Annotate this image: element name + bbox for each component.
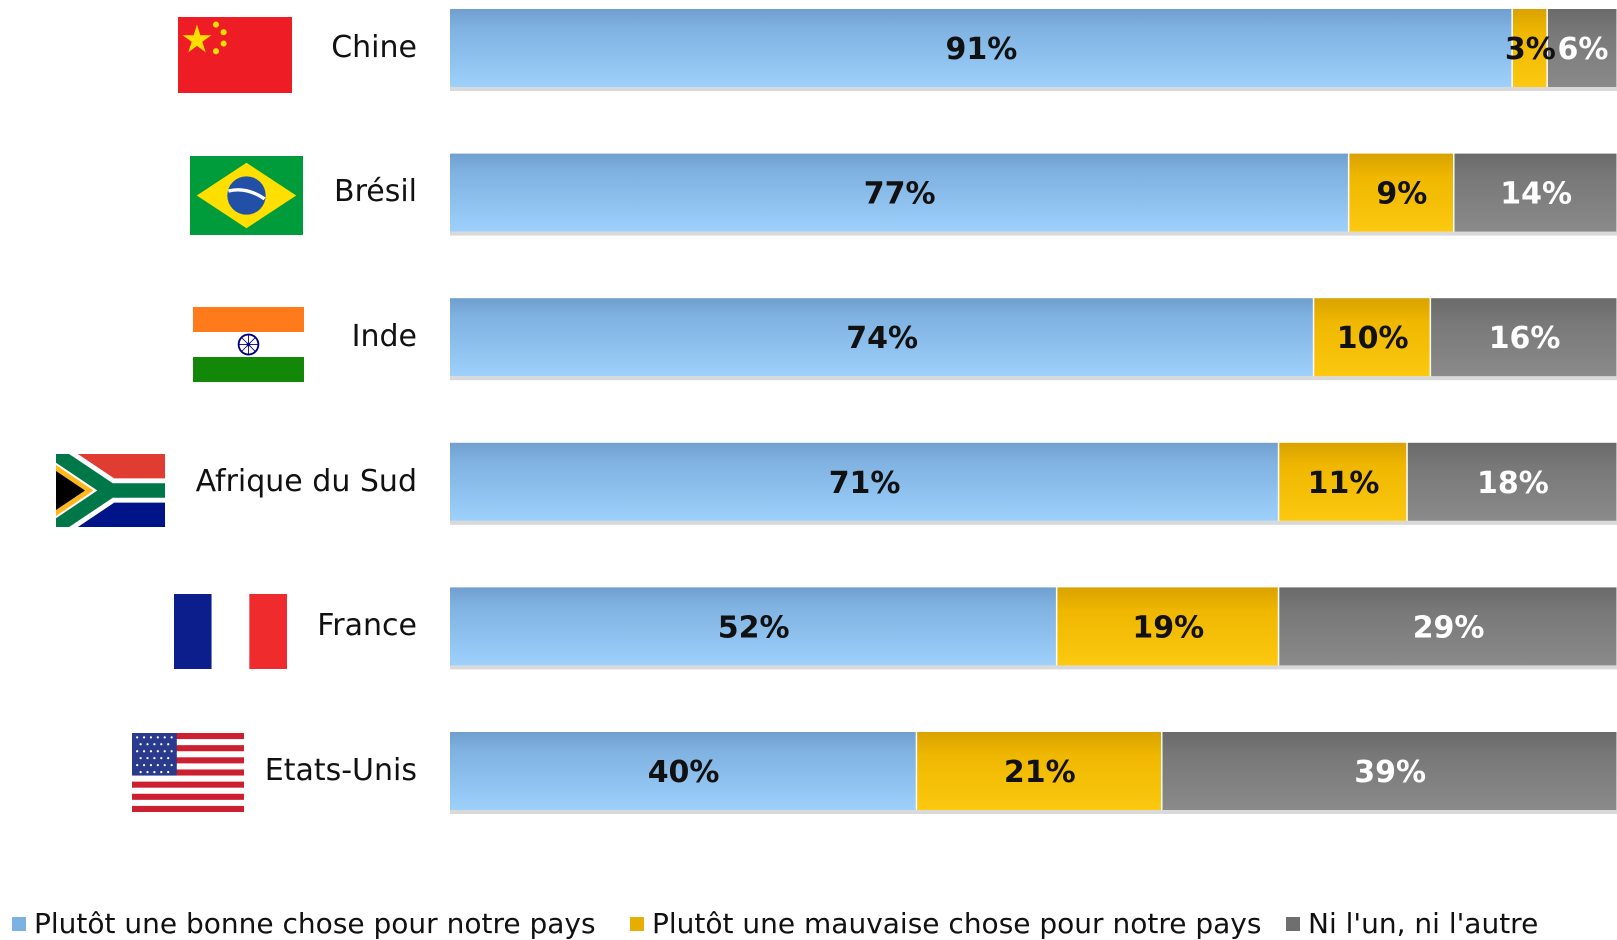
legend-swatch-blue [12, 917, 26, 931]
bar-bresil-series-2 [1454, 153, 1617, 232]
country-label-afrique-du-sud: Afrique du Sud [195, 464, 417, 499]
south-africa-flag-icon [56, 454, 165, 527]
bar-shadow-france [450, 665, 1617, 670]
legend-item-mauvaise: Plutôt une mauvaise chose pour notre pay… [630, 908, 1261, 940]
bar-label-bresil-series-1: 9% [1376, 177, 1427, 212]
india-flag-icon [193, 307, 304, 382]
bar-bresil-series-1 [1349, 153, 1453, 232]
bar-label-france-series-2: 29% [1413, 610, 1485, 645]
bar-label-inde-series-2: 16% [1489, 321, 1561, 356]
bar-afrique-du-sud-series-0 [450, 442, 1278, 521]
country-label-bresil: Brésil [333, 174, 417, 209]
legend-item-bonne: Plutôt une bonne chose pour notre pays [12, 908, 596, 940]
bar-afrique-du-sud-series-1 [1279, 442, 1407, 521]
bar-label-inde-series-0: 74% [846, 321, 918, 356]
bar-afrique-du-sud-series-2 [1407, 442, 1617, 521]
bar-etats-unis-series-0 [450, 732, 916, 810]
bar-label-chine-series-0: 91% [945, 32, 1017, 67]
legend-swatch-gray [1286, 917, 1300, 931]
bar-shadow-chine [450, 87, 1617, 91]
bar-chine-series-1 [1512, 9, 1547, 87]
usa-flag-icon [132, 733, 244, 812]
country-label-etats-unis: Etats-Unis [264, 753, 417, 788]
country-label-inde: Inde [351, 319, 417, 354]
bar-label-etats-unis-series-2: 39% [1354, 755, 1426, 790]
bar-shadow-bresil [450, 231, 1617, 236]
bar-label-bresil-series-2: 14% [1500, 177, 1572, 212]
legend-item-ni: Ni l'un, ni l'autre [1286, 908, 1538, 940]
legend-label-mauvaise: Plutôt une mauvaise chose pour notre pay… [652, 907, 1262, 940]
bar-label-afrique-du-sud-series-0: 71% [829, 466, 901, 501]
bar-france-series-2 [1279, 587, 1617, 666]
bar-label-inde-series-1: 10% [1337, 321, 1409, 356]
country-label-chine: Chine [331, 30, 417, 65]
legend-label-ni: Ni l'un, ni l'autre [1308, 907, 1539, 940]
legend-swatch-gold [630, 917, 644, 931]
bar-label-chine-series-1: 3% [1505, 32, 1556, 67]
bar-etats-unis-series-2 [1162, 732, 1617, 810]
bar-label-etats-unis-series-1: 21% [1004, 755, 1076, 790]
bar-label-chine-series-2: 6% [1558, 32, 1609, 67]
bar-inde-series-1 [1314, 298, 1430, 377]
bar-inde-series-2 [1431, 298, 1617, 377]
bar-label-afrique-du-sud-series-1: 11% [1308, 466, 1380, 501]
bar-shadow-etats-unis [450, 810, 1617, 814]
bar-france-series-1 [1057, 587, 1278, 666]
bar-shadow-inde [450, 376, 1617, 381]
bar-shadow-afrique-du-sud [450, 520, 1617, 525]
bar-chine-series-2 [1547, 9, 1617, 87]
bar-label-afrique-du-sud-series-2: 18% [1477, 466, 1549, 501]
chart-legend: Plutôt une bonne chose pour notre pays P… [0, 908, 1617, 940]
bar-france-series-0 [450, 587, 1056, 666]
bar-label-bresil-series-0: 77% [864, 177, 936, 212]
bar-label-france-series-1: 19% [1132, 610, 1204, 645]
legend-label-bonne: Plutôt une bonne chose pour notre pays [34, 907, 596, 940]
china-flag-icon [178, 17, 292, 93]
france-flag-icon [174, 594, 287, 669]
country-label-france: France [317, 608, 417, 643]
brazil-flag-icon [190, 156, 303, 235]
bar-chine-series-0 [450, 9, 1512, 87]
bar-etats-unis-series-1 [917, 732, 1161, 810]
bar-bresil-series-0 [450, 153, 1348, 232]
bar-label-france-series-0: 52% [718, 610, 790, 645]
bar-inde-series-0 [450, 298, 1313, 377]
bar-label-etats-unis-series-0: 40% [648, 755, 720, 790]
